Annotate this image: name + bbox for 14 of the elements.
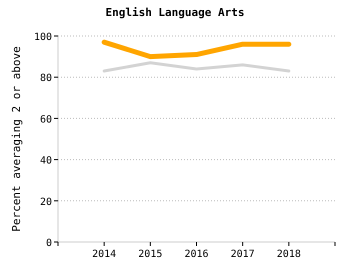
chart-title: English Language Arts: [105, 6, 245, 19]
y-tick-label: 40: [40, 156, 52, 167]
x-tick-label: 2014: [92, 249, 116, 260]
y-tick-label: 100: [34, 32, 52, 43]
y-tick-label: 20: [40, 196, 52, 208]
x-tick-label: 2016: [184, 249, 209, 260]
line-series: [102, 61, 290, 73]
x-tick-label: 2017: [230, 249, 255, 260]
y-axis-title: Percent averaging 2 or above: [10, 46, 23, 232]
x-tick-label: 2015: [138, 249, 162, 260]
x-tick-label: 2018: [276, 249, 301, 260]
y-tick-label: 60: [40, 114, 52, 126]
y-tick-label: 0: [46, 238, 52, 249]
y-tick-label: 80: [40, 73, 52, 84]
